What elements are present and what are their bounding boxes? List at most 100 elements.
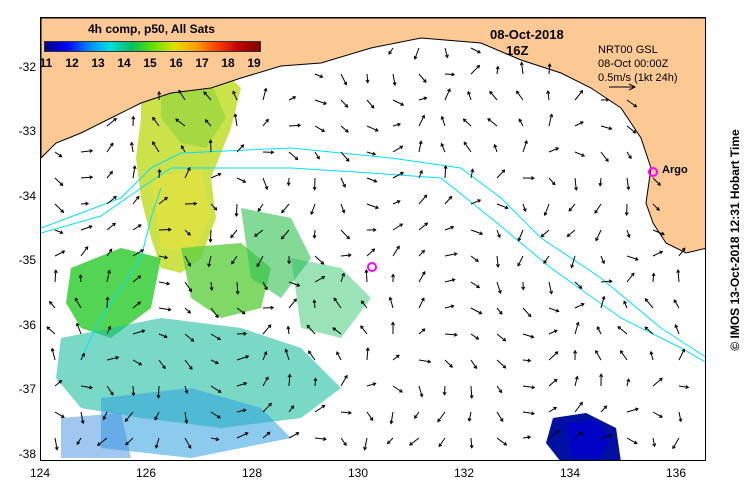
current-vector xyxy=(571,255,576,268)
current-vector-head xyxy=(164,196,168,201)
current-vector-head xyxy=(344,374,348,379)
current-vector xyxy=(414,411,420,419)
current-vector-head xyxy=(448,195,453,200)
x-tick-label: 132 xyxy=(453,466,475,480)
current-vector xyxy=(132,249,144,257)
current-vector xyxy=(522,333,534,338)
current-vector xyxy=(548,147,559,153)
current-vector-head xyxy=(626,186,631,191)
current-vector xyxy=(340,254,351,257)
current-vector xyxy=(444,359,453,368)
current-vector xyxy=(340,411,352,414)
current-vector xyxy=(54,250,65,257)
current-vector xyxy=(388,47,394,55)
x-tick-label: 136 xyxy=(665,466,687,480)
current-vector-head xyxy=(242,408,247,413)
current-vector xyxy=(516,90,524,101)
current-vector xyxy=(675,324,680,335)
current-vector xyxy=(106,222,116,231)
current-vector xyxy=(548,329,558,335)
current-vector-head xyxy=(595,237,599,242)
current-vector-head xyxy=(516,90,520,95)
current-vector xyxy=(106,385,114,396)
current-vector xyxy=(155,437,160,448)
current-vector-head xyxy=(470,168,475,173)
current-vector xyxy=(548,114,553,127)
current-vector-head xyxy=(422,79,427,83)
colorbar-tick: 19 xyxy=(247,56,261,70)
current-vector xyxy=(157,385,160,398)
current-vector xyxy=(232,91,238,101)
current-vector-head xyxy=(595,349,599,354)
current-vector-head xyxy=(263,87,268,92)
current-vector xyxy=(74,297,82,309)
current-vector-head xyxy=(345,158,350,162)
current-vector xyxy=(544,203,550,216)
current-vector xyxy=(262,376,269,387)
current-vector xyxy=(366,348,369,361)
current-vector xyxy=(184,281,192,292)
current-vector-head xyxy=(180,145,185,149)
current-vector-head xyxy=(421,249,426,254)
current-vector-head xyxy=(549,290,554,295)
current-vector xyxy=(340,99,348,108)
current-vector xyxy=(392,223,403,231)
current-vector-head xyxy=(623,300,627,305)
current-vector-head xyxy=(617,326,622,330)
current-vector-head xyxy=(681,247,686,252)
current-vector xyxy=(418,222,428,231)
current-vector-head xyxy=(137,275,142,280)
current-vector xyxy=(574,376,578,387)
current-vector-head xyxy=(442,391,447,396)
current-vector xyxy=(522,203,527,212)
current-vector xyxy=(574,281,582,289)
current-vector-head xyxy=(110,391,114,396)
current-vector-head xyxy=(487,118,492,122)
current-vector xyxy=(51,348,56,361)
current-vector-head xyxy=(215,314,219,319)
current-vector-head xyxy=(628,155,632,160)
current-vector-head xyxy=(166,281,171,286)
colorbar-tick: 15 xyxy=(143,56,157,70)
current-vectors xyxy=(46,47,690,451)
current-vector xyxy=(131,142,134,153)
date-label: 08-Oct-2018 xyxy=(490,27,564,42)
y-tick-label: -32 xyxy=(18,60,36,74)
current-vector xyxy=(494,144,498,153)
current-vector-head xyxy=(644,298,649,302)
current-vector-head xyxy=(231,260,235,265)
y-tick-label: -34 xyxy=(18,189,36,203)
current-vector xyxy=(652,229,665,235)
current-vector xyxy=(470,359,477,369)
current-vector xyxy=(365,270,368,283)
current-vector xyxy=(470,333,479,340)
current-vector xyxy=(496,203,509,209)
current-vector xyxy=(256,255,264,267)
current-vector xyxy=(600,125,612,130)
current-vector xyxy=(644,326,654,335)
current-vector-head xyxy=(524,140,528,145)
current-vector xyxy=(444,305,454,309)
current-vector-head xyxy=(372,227,377,232)
current-vector-head xyxy=(451,278,456,282)
current-vector-head xyxy=(203,91,208,96)
current-vector xyxy=(364,437,368,450)
current-vector-head xyxy=(364,269,369,273)
current-vector-head xyxy=(601,260,605,265)
current-vector-head xyxy=(296,283,301,287)
current-vector xyxy=(210,307,219,318)
current-vector-head xyxy=(244,432,249,436)
current-vector-head xyxy=(630,272,635,277)
current-vector-head xyxy=(574,375,579,380)
current-vector xyxy=(599,177,602,186)
current-vector-head xyxy=(217,389,222,393)
current-vector xyxy=(236,409,246,413)
current-vector xyxy=(623,301,628,309)
current-vector xyxy=(418,194,428,205)
current-vector xyxy=(366,248,375,257)
current-vector-head xyxy=(235,291,240,295)
current-vector xyxy=(650,351,654,361)
current-vector xyxy=(262,88,267,101)
y-tick-label: -38 xyxy=(18,447,36,461)
current-vector-head xyxy=(213,206,218,211)
